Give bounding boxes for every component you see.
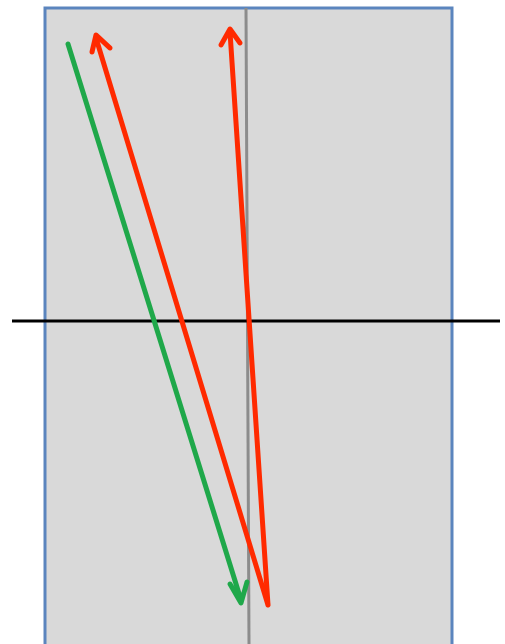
red-arrow-center-shaft — [227, 29, 271, 608]
green-arrow-shaft — [65, 41, 244, 603]
red-arrow-center-arrowhead — [218, 26, 243, 48]
red-arrow-left — [89, 32, 271, 608]
green-arrow — [65, 41, 250, 606]
green-arrowhead — [227, 579, 250, 606]
red-arrow-center — [218, 26, 271, 608]
red-arrow-left-arrowhead — [89, 32, 113, 55]
red-arrow-left-shaft — [93, 35, 271, 608]
